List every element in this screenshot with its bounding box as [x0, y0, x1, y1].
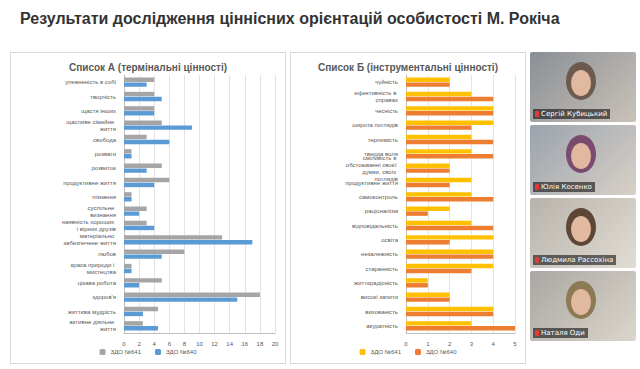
svg-text:продуктивне життя: продуктивне життя: [63, 180, 116, 186]
svg-text:визнання: визнання: [90, 212, 116, 218]
svg-text:чесність: чесність: [375, 108, 398, 114]
svg-text:цікава робота: цікава робота: [78, 280, 117, 286]
svg-text:6: 6: [168, 341, 172, 347]
svg-text:терпимість: терпимість: [368, 137, 398, 143]
svg-text:ЗДО №640: ЗДО №640: [426, 349, 457, 355]
svg-text:любов: любов: [98, 251, 116, 257]
svg-text:забезпечене життя: забезпечене життя: [63, 240, 116, 246]
svg-text:упевненість в собі: упевненість в собі: [65, 79, 116, 85]
svg-text:щасливе сімейне: щасливе сімейне: [66, 119, 116, 125]
svg-text:освіта: освіта: [381, 237, 399, 243]
svg-text:життя: життя: [100, 326, 116, 332]
svg-text:пізнання: пізнання: [92, 194, 116, 200]
svg-text:8: 8: [183, 341, 187, 347]
svg-text:широта поглядів: широта поглядів: [352, 122, 398, 128]
svg-text:2: 2: [448, 341, 452, 347]
svg-text:життя: життя: [100, 126, 116, 132]
svg-text:обстоюванні своєї: обстоюванні своєї: [346, 162, 398, 168]
svg-text:високі запити: високі запити: [361, 294, 398, 300]
svg-text:справах: справах: [376, 97, 398, 103]
svg-text:ЗДО №641: ЗДО №641: [111, 349, 142, 355]
svg-text:14: 14: [226, 341, 233, 347]
svg-text:і вірних друзів: і вірних друзів: [77, 226, 116, 232]
svg-text:продуктивне життя: продуктивне життя: [345, 180, 398, 186]
svg-text:суспільне: суспільне: [88, 205, 116, 211]
svg-text:раціоналізм: раціоналізм: [365, 208, 398, 214]
html-text:Сергій Кубицький: Сергій Кубицький: [541, 110, 608, 118]
svg-text:краса природи і: краса природи і: [71, 262, 116, 268]
svg-text:3: 3: [470, 341, 474, 347]
svg-text:12: 12: [211, 341, 218, 347]
svg-text:наявність хороших: наявність хороших: [62, 219, 116, 225]
svg-text:10: 10: [196, 341, 203, 347]
svg-text:4: 4: [492, 341, 496, 347]
svg-text:ЗДО №640: ЗДО №640: [166, 349, 197, 355]
svg-text:життєрадісність: життєрадісність: [354, 280, 398, 286]
svg-text:чуйність: чуйність: [375, 79, 398, 85]
svg-text:старанність: старанність: [365, 266, 398, 272]
svg-text:матеріально: матеріально: [80, 233, 116, 239]
svg-text:1: 1: [426, 341, 430, 347]
html-text:Юлія Косенко: Юлія Косенко: [541, 183, 592, 191]
svg-text:самоконтроль: самоконтроль: [359, 194, 398, 200]
svg-text:18: 18: [257, 341, 264, 347]
svg-text:0: 0: [404, 341, 408, 347]
svg-text:0: 0: [122, 341, 126, 347]
svg-text:4: 4: [153, 341, 157, 347]
svg-text:Список А (термінальні цінності: Список А (термінальні цінності): [69, 62, 227, 73]
svg-text:сміливість в: сміливість в: [363, 155, 398, 161]
svg-text:вихованість: вихованість: [365, 309, 398, 315]
svg-text:активне діяльне: активне діяльне: [69, 319, 116, 325]
svg-text:20: 20: [272, 341, 279, 347]
svg-text:розвиток: розвиток: [91, 165, 116, 171]
svg-text:16: 16: [241, 341, 248, 347]
svg-text:мистецтва: мистецтва: [87, 269, 117, 275]
svg-text:свобода: свобода: [93, 137, 117, 143]
svg-text:відповідальність: відповідальність: [352, 223, 398, 229]
svg-text:5: 5: [513, 341, 517, 347]
svg-text:ЗДО №641: ЗДО №641: [371, 349, 402, 355]
svg-text:життєва мудрість: життєва мудрість: [68, 309, 116, 315]
svg-text:2: 2: [137, 341, 141, 347]
html-text:Людмила Рассохіна: Людмила Рассохіна: [541, 256, 614, 264]
svg-text:Список Б (інструментальні цінн: Список Б (інструментальні цінності): [318, 62, 498, 73]
svg-text:акуратність: акуратність: [366, 323, 398, 329]
svg-text:здоров'я: здоров'я: [92, 294, 116, 300]
svg-text:творчість: творчість: [90, 94, 116, 100]
svg-text:щастя інших: щастя інших: [81, 108, 116, 114]
svg-text:думки, своїх: думки, своїх: [362, 169, 398, 175]
html-text:Результати дослідження ціннісн: Результати дослідження ціннісних орієнта…: [20, 10, 560, 27]
svg-text:ефективність в: ефективність в: [354, 90, 398, 96]
html-text:Наталя Оди: Наталя Оди: [541, 329, 585, 337]
svg-text:розваги: розваги: [95, 151, 116, 157]
svg-text:незалежність: незалежність: [361, 251, 398, 257]
